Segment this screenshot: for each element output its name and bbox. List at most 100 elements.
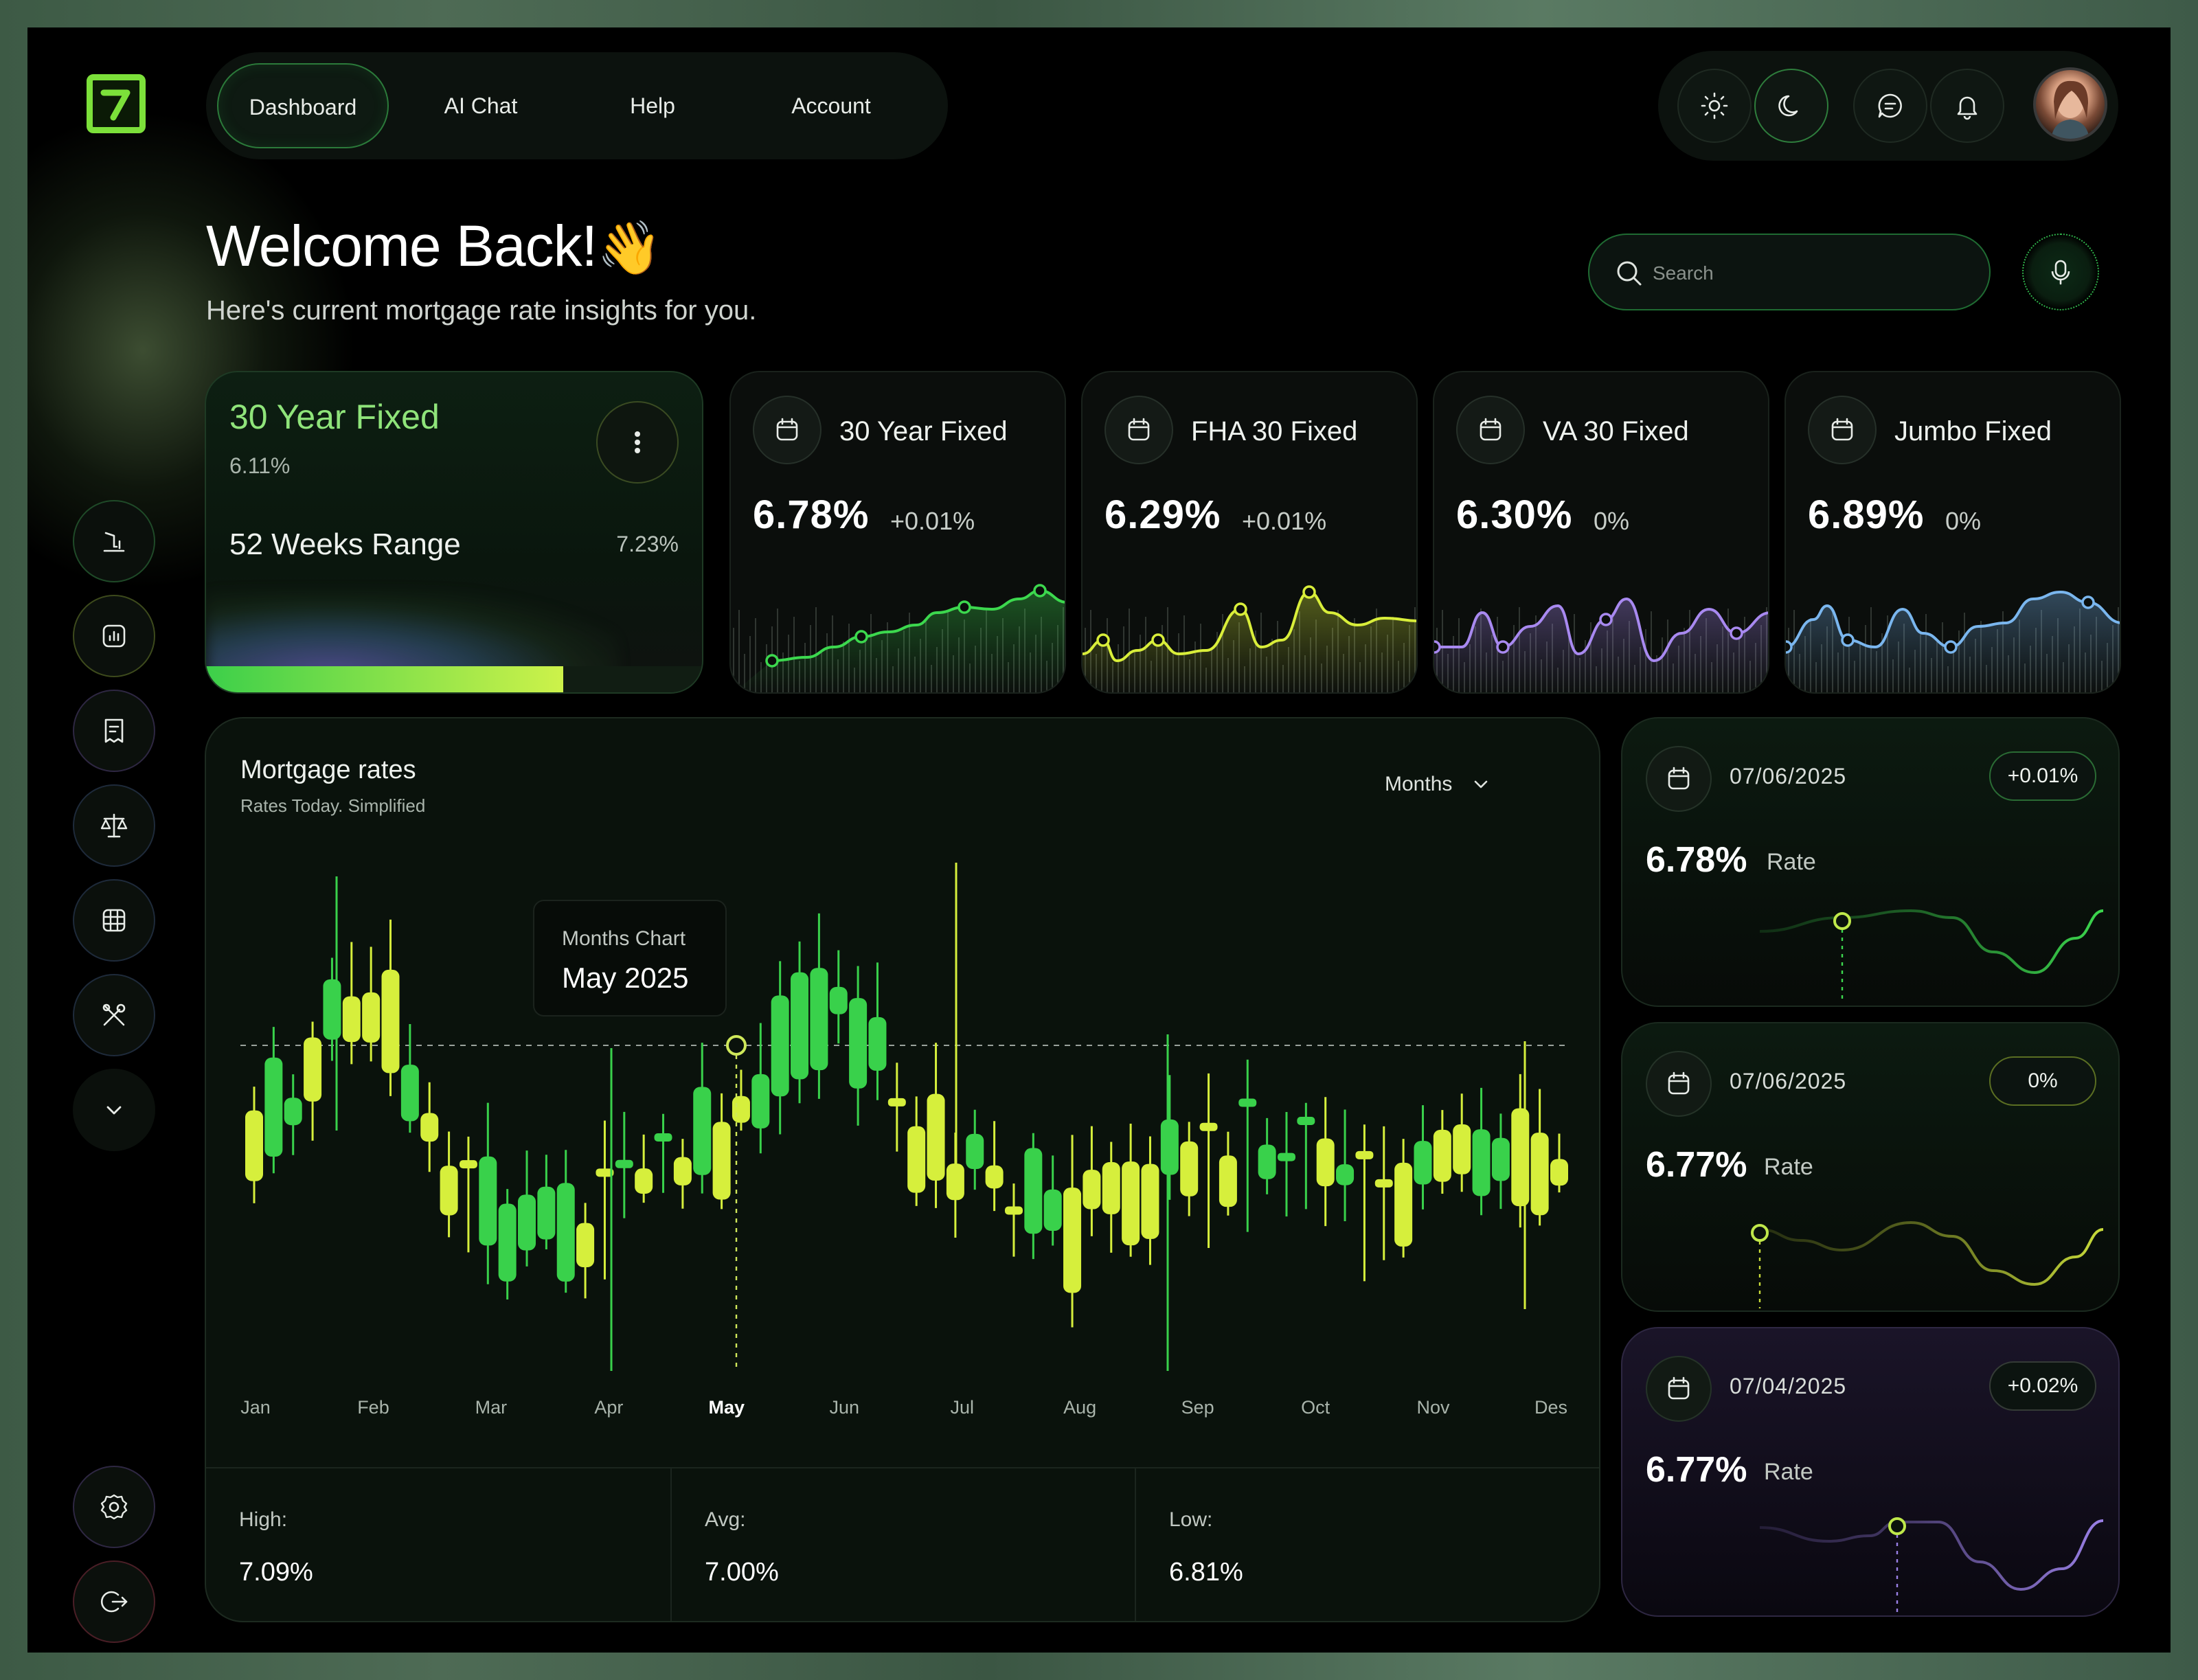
nav-dashboard[interactable]: Dashboard [217,63,389,148]
calendar-icon-wrap [1646,1051,1712,1117]
calendar-icon-wrap [1646,746,1712,812]
candle-body [537,1186,556,1240]
sidebar-compare[interactable] [73,784,155,867]
more-options-button[interactable] [596,401,679,484]
candle-body [887,1098,906,1106]
candle-body [323,979,341,1040]
sidebar-grid[interactable] [73,879,155,962]
nav-account[interactable]: Account [791,93,871,118]
rate-card-fha-30[interactable]: FHA 30 Fixed 6.29% +0.01% [1081,371,1418,694]
calendar-icon [1128,418,1150,441]
daily-rate-label: Rate [1764,1459,1813,1485]
calendar-icon-wrap [753,396,822,464]
candle-body [868,1017,887,1071]
sidebar-tools[interactable] [73,974,155,1056]
light-mode-button[interactable] [1677,69,1752,143]
sparkline-line [1434,597,1768,663]
voice-search-button[interactable] [2022,234,2099,310]
notifications-button[interactable] [1930,69,2004,143]
candlestick-chart[interactable]: Jan Feb Mar Apr May Jun Jul Aug Sep Oct Nov Des [206,718,1600,1467]
sparkline-point [1151,633,1165,647]
daily-sparkline [1751,1221,2104,1308]
user-avatar[interactable] [2033,67,2107,141]
calendar-icon-wrap [1808,396,1877,464]
candle-body [1530,1133,1549,1216]
receipt-icon [104,718,124,743]
sparkline-area [1083,592,1416,692]
rate-card-va-30[interactable]: VA 30 Fixed 6.30% 0% [1433,371,1769,694]
sparkline-point [1730,626,1743,640]
logout-button[interactable] [73,1560,155,1643]
candle-body [1511,1108,1530,1207]
daily-rate-card[interactable]: 07/06/2025 +0.01% 6.78% Rate [1621,717,2120,1007]
candle-body [304,1037,322,1102]
more-vertical-icon [635,431,640,453]
messages-button[interactable] [1853,69,1927,143]
stat-avg: Avg: 7.00% [670,1468,1135,1621]
candle-body [712,1122,731,1200]
x-tick-label: Jul [950,1397,974,1418]
settings-button[interactable] [73,1466,155,1548]
rate-card-value: 6.78% [753,492,870,537]
candle-body [849,998,868,1089]
tooltip-label: Months Chart [562,927,686,950]
x-tick-label: Des [1534,1397,1567,1418]
stats-row: High: 7.09% Avg: 7.00% Low: 6.81% [206,1467,1599,1621]
daily-rate-card[interactable]: 07/04/2025 +0.02% 6.77% Rate [1621,1327,2120,1617]
sparkline-point [1434,640,1441,654]
x-tick-label: Aug [1063,1397,1096,1418]
app-logo[interactable] [87,74,146,133]
candle-body [245,1110,263,1181]
candle-body [1355,1150,1374,1159]
calendar-icon-wrap [1456,396,1525,464]
moon-icon [1778,95,1798,117]
calendar-icon-wrap [1646,1356,1712,1422]
daily-rate-value: 6.77% [1646,1450,1747,1490]
calendar-icon [1480,418,1502,441]
search-box[interactable] [1588,234,1991,310]
daily-date: 07/06/2025 [1730,1069,1847,1093]
sidebar-trend[interactable] [73,500,155,582]
sidebar-more[interactable] [73,1069,155,1151]
sun-icon [1701,92,1728,120]
top-navigation: Dashboard AI Chat Help Account [206,52,948,159]
sidebar-analytics[interactable] [73,595,155,677]
sidebar-documents[interactable] [73,690,155,772]
welcome-text: Welcome Back! [206,214,598,278]
highlight-title: 30 Year Fixed [229,398,440,436]
period-dropdown[interactable]: Months [1385,764,1536,805]
daily-rate-card[interactable]: 07/06/2025 0% 6.77% Rate [1621,1022,2120,1312]
daily-change-badge: 0% [1989,1056,2096,1106]
x-tick-label: Jan [240,1397,271,1418]
candle-body [440,1166,458,1216]
highlight-card[interactable]: 30 Year Fixed 6.11% 52 Weeks Range 7.23% [205,371,703,694]
candle-body [654,1133,672,1142]
search-input[interactable] [1653,254,1969,293]
x-tick-label: Apr [594,1397,623,1418]
candle-body [1394,1162,1413,1247]
trend-icon [103,532,125,552]
sparkline-point [854,630,868,644]
candle-body [615,1159,633,1168]
nav-ai-chat[interactable]: AI Chat [444,93,518,118]
candle-body [829,986,848,1014]
rate-card-change: +0.01% [890,507,975,535]
x-tick-label: Nov [1417,1397,1451,1418]
chevron-down-icon [1475,780,1488,788]
nav-help[interactable]: Help [630,93,675,118]
active-marker-point [726,1035,747,1056]
sparkline-point [1944,640,1958,654]
candle-body [420,1113,439,1142]
stat-value: 7.00% [705,1558,779,1587]
daily-marker-point [1888,1517,1906,1535]
sparkline-point [1033,584,1047,598]
sparkline-point [1599,613,1613,626]
dark-mode-button[interactable] [1754,69,1828,143]
daily-marker-point [1833,912,1851,930]
stat-label: High: [239,1508,288,1531]
rate-card-jumbo[interactable]: Jumbo Fixed 6.89% 0% [1785,371,2121,694]
rate-card-30-year[interactable]: 30 Year Fixed 6.78% +0.01% [729,371,1066,694]
candle-body [381,969,400,1074]
candle-body [1414,1141,1432,1185]
candle-body [635,1168,653,1194]
